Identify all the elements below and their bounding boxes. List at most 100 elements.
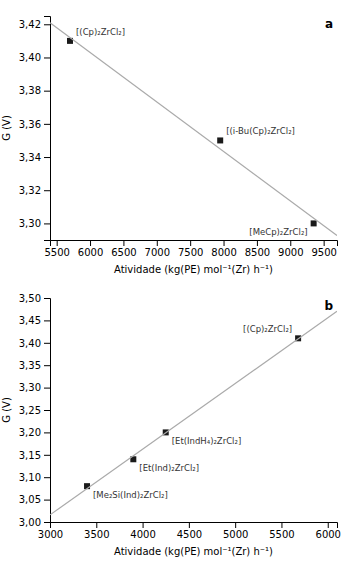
y-tick-label: 3,34: [19, 152, 41, 163]
x-tick-mark: [157, 240, 158, 246]
x-tick-label: 5000: [223, 529, 248, 540]
y-tick-label: 3,42: [19, 19, 41, 30]
x-tick: 6500: [111, 240, 136, 258]
y-tick-mark: [44, 388, 50, 389]
x-axis-title: Atividade (kg(PE) mol⁻¹(Zr) h⁻¹): [114, 264, 273, 275]
x-tick-mark: [281, 522, 282, 528]
y-tick: 3,38: [19, 85, 50, 96]
y-tick-label: 3,25: [19, 405, 41, 416]
y-tick-mark: [44, 477, 50, 478]
x-tick-mark: [189, 522, 190, 528]
y-axis-title: G (V): [1, 115, 12, 141]
y-tick: 3,30: [19, 382, 50, 393]
y-tick-label: 3,38: [19, 85, 41, 96]
y-tick-mark: [44, 343, 50, 344]
y-tick-label: 3,40: [19, 52, 41, 63]
panel-label: a: [325, 17, 333, 31]
x-tick: 3000: [38, 522, 63, 540]
y-tick-label: 3,30: [19, 218, 41, 229]
x-tick: 6000: [316, 522, 341, 540]
y-tick-mark: [44, 410, 50, 411]
x-tick-label: 6500: [111, 247, 136, 258]
x-tick: 6000: [78, 240, 103, 258]
x-axis: 3000350040004500500055006000: [38, 522, 341, 540]
point-label: [Et(IndH₄)₂ZrCl₂]: [172, 436, 242, 446]
y-tick: 3,30: [19, 218, 50, 229]
y-tick: 3,45: [19, 315, 50, 326]
y-tick-mark: [44, 91, 50, 92]
x-tick-label: 4500: [177, 529, 202, 540]
y-axis-line: [44, 17, 51, 241]
x-tick: 5500: [269, 522, 294, 540]
x-tick-label: 8000: [211, 247, 236, 258]
y-tick: 3,10: [19, 472, 50, 483]
y-tick-label: 3,00: [19, 517, 41, 528]
x-tick-mark: [190, 240, 191, 246]
x-tick-mark: [90, 240, 91, 246]
x-tick-mark: [123, 240, 124, 246]
y-tick: 3,00: [19, 517, 50, 528]
x-tick: 4500: [177, 522, 202, 540]
x-tick-label: 9000: [278, 247, 303, 258]
point-label: [Et(Ind)₂ZrCl₂]: [139, 463, 199, 473]
x-tick-label: 5500: [44, 247, 69, 258]
point-label: [MeCp)₂ZrCl₂]: [249, 227, 307, 237]
x-tick-mark: [143, 522, 144, 528]
point-labels: [Me₂Si(Ind)₂ZrCl₂][Et(Ind)₂ZrCl₂][Et(Ind…: [93, 324, 292, 500]
fit-line: [50, 23, 337, 236]
x-tick-mark: [57, 240, 58, 246]
y-tick-mark: [44, 298, 50, 299]
x-tick: 4000: [130, 522, 155, 540]
y-tick: 3,32: [19, 185, 50, 196]
point-label: [(i-Bu(Cp)₂ZrCl₂]: [226, 126, 295, 136]
x-axis-line: [51, 241, 338, 247]
plot-area: [50, 23, 337, 236]
y-tick-label: 3,10: [19, 472, 41, 483]
panel: 30003500400045005000550060003,003,053,10…: [1, 293, 341, 557]
x-tick-label: 3000: [38, 529, 63, 540]
x-tick: 7500: [178, 240, 203, 258]
x-tick-label: 5500: [269, 529, 294, 540]
y-tick-label: 3,40: [19, 338, 41, 349]
y-tick: 3,36: [19, 119, 50, 130]
y-tick-mark: [44, 24, 50, 25]
x-tick-label: 6000: [316, 529, 341, 540]
y-tick: 3,34: [19, 152, 50, 163]
y-tick: 3,40: [19, 338, 50, 349]
y-axis: 3,003,053,103,153,203,253,303,353,403,45…: [19, 293, 51, 528]
x-tick-mark: [235, 522, 236, 528]
point: [217, 137, 223, 143]
y-tick: 3,35: [19, 360, 50, 371]
y-tick-mark: [44, 190, 50, 191]
y-tick-mark: [44, 432, 50, 433]
panel: 5500600065007000750080008500900095003,30…: [1, 17, 338, 276]
chart-figure: 5500600065007000750080008500900095003,30…: [0, 0, 351, 564]
panel-label: b: [324, 299, 333, 313]
x-tick-mark: [324, 240, 325, 246]
x-tick-mark: [224, 240, 225, 246]
y-tick-label: 3,15: [19, 450, 41, 461]
point-labels: [(Cp)₂ZrCl₂] [(i-Bu(Cp)₂ZrCl₂] [MeCp)₂ZrCl…: [76, 27, 308, 238]
x-tick-mark: [96, 522, 97, 528]
x-tick: 9500: [311, 240, 336, 258]
point-label: [(Cp)₂ZrCl₂]: [76, 27, 125, 37]
x-tick-mark: [328, 522, 329, 528]
x-tick: 5500: [44, 240, 69, 258]
x-tick: 8500: [245, 240, 270, 258]
x-axis-title: Atividade (kg(PE) mol⁻¹(Zr) h⁻¹): [114, 546, 273, 557]
x-tick: 9000: [278, 240, 303, 258]
y-tick-mark: [44, 365, 50, 366]
y-tick-label: 3,50: [19, 293, 41, 304]
y-tick-label: 3,20: [19, 427, 41, 438]
y-tick-mark: [44, 320, 50, 321]
y-axis-title: G (V): [1, 397, 12, 423]
x-tick-mark: [290, 240, 291, 246]
y-tick-mark: [44, 157, 50, 158]
y-tick-label: 3,36: [19, 119, 41, 130]
y-tick: 3,50: [19, 293, 50, 304]
y-tick-label: 3,45: [19, 315, 41, 326]
x-tick: 8000: [211, 240, 236, 258]
x-tick-label: 6000: [78, 247, 103, 258]
x-tick: 5000: [223, 522, 248, 540]
y-tick-label: 3,35: [19, 360, 41, 371]
